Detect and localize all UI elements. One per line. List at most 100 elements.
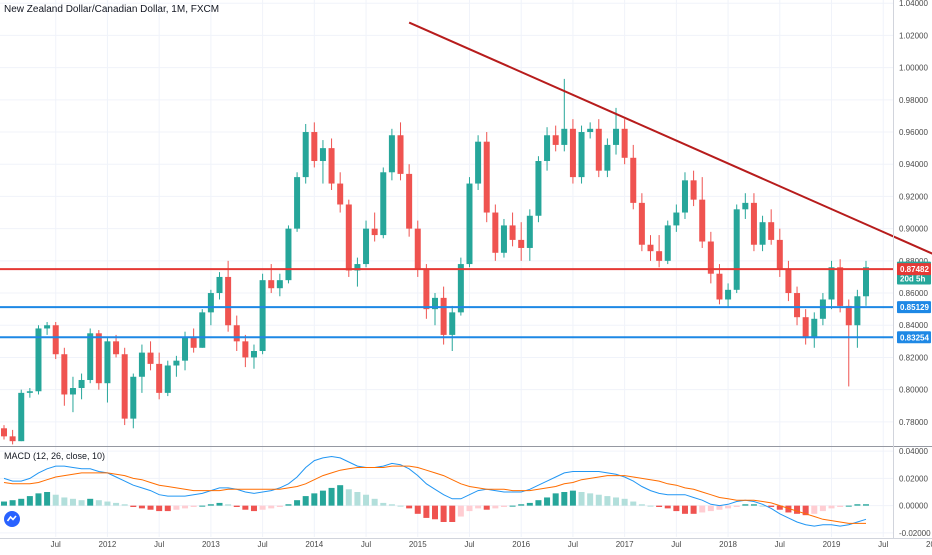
macd-label: MACD (12, 26, close, 10) <box>4 451 105 461</box>
candle-body <box>250 351 257 358</box>
price-tick-label: 0.80000 <box>899 386 928 395</box>
candle-body <box>492 212 499 253</box>
candle-body <box>457 264 464 313</box>
candle-body <box>526 215 533 248</box>
candle-body <box>475 141 482 184</box>
macd-histogram-bar <box>681 505 688 514</box>
candle-body <box>647 244 654 252</box>
macd-histogram-bar <box>18 498 25 506</box>
macd-histogram-bar <box>699 505 706 513</box>
time-tick-label: Jul <box>568 540 578 549</box>
macd-histogram-bar <box>1 501 7 506</box>
candle-body <box>432 297 438 310</box>
candle-body <box>828 267 835 300</box>
candle-body <box>673 212 680 226</box>
candle-body <box>294 177 301 229</box>
trendline[interactable] <box>408 21 932 305</box>
candle-body <box>725 289 732 300</box>
candle-body <box>233 325 240 342</box>
macd-histogram-bar <box>664 505 671 509</box>
macd-histogram-bar <box>587 493 594 506</box>
macd-histogram-bar <box>371 498 378 506</box>
macd-histogram-bar <box>319 490 326 506</box>
macd-histogram-bar <box>621 498 628 506</box>
macd-histogram-bar <box>216 502 223 506</box>
macd-histogram-bar <box>733 505 740 507</box>
macd-histogram-bar <box>69 498 76 506</box>
candle-body <box>552 135 559 145</box>
macd-histogram-bar <box>561 492 568 506</box>
macd-histogram-bar <box>552 493 559 506</box>
candle-body <box>500 225 507 253</box>
candle-body <box>561 128 568 145</box>
macd-histogram-bar <box>182 505 189 509</box>
macd-histogram-bar <box>544 497 551 506</box>
macd-axis[interactable]: 0.04000 0.02000 0.00000 -0.02000 <box>899 447 931 538</box>
macd-histogram-bar <box>750 504 757 506</box>
macd-histogram-bar <box>233 505 240 507</box>
candle-body <box>225 276 232 326</box>
tradingview-logo-icon[interactable] <box>4 511 20 527</box>
macd-histogram-bar <box>44 492 51 506</box>
price-tick-label: 1.04000 <box>899 0 928 8</box>
candle-body <box>785 268 792 294</box>
macd-histogram-bar <box>147 505 154 510</box>
candle-body <box>613 128 620 145</box>
candle-body <box>794 293 801 318</box>
macd-histogram-bar <box>61 497 68 506</box>
main-pane-bg <box>0 0 893 446</box>
time-tick-label: Jul <box>671 540 681 549</box>
price-axis[interactable]: 1.04000 1.02000 1.00000 0.98000 0.96000 0.940… <box>899 0 928 427</box>
level-tag-bg <box>897 301 931 314</box>
candle-body <box>35 328 42 392</box>
price-tick-label: 1.02000 <box>899 31 928 40</box>
candle-body <box>759 222 766 245</box>
price-tick-label: 1.00000 <box>899 64 928 73</box>
macd-histogram-bar <box>509 505 516 507</box>
macd-histogram-bar <box>656 505 663 507</box>
candle-body <box>863 267 869 297</box>
candle-body <box>130 376 137 419</box>
macd-histogram-bar <box>225 504 232 506</box>
macd-histogram-bar <box>113 502 120 506</box>
candle-body <box>190 336 197 348</box>
candle-body <box>587 128 594 133</box>
price-tick-label: 0.92000 <box>899 192 928 201</box>
macd-histogram-bar <box>156 505 163 512</box>
macd-histogram-bar <box>819 505 826 512</box>
time-tick-label: 2012 <box>99 540 117 549</box>
macd-histogram-bar <box>432 505 438 520</box>
macd-histogram-bar <box>630 501 637 506</box>
macd-histogram-bar <box>811 505 818 514</box>
time-tick-label: Jul <box>361 540 371 549</box>
candle-body <box>95 333 102 384</box>
macd-histogram-bar <box>121 504 128 506</box>
macd-histogram-bar <box>268 505 275 509</box>
candle-body <box>276 280 283 289</box>
macd-histogram-bar <box>242 505 249 510</box>
price-tag-bg <box>897 272 931 285</box>
candle-body <box>819 299 826 319</box>
macd-histogram-bar <box>802 505 809 516</box>
price-tick-label: 0.96000 <box>899 128 928 137</box>
time-tick-label: Jul <box>775 540 785 549</box>
macd-histogram-bar <box>638 504 645 506</box>
candle-body <box>854 296 861 326</box>
macd-histogram-bar <box>302 496 309 506</box>
candle-body <box>595 128 602 171</box>
macd-histogram-bar <box>276 505 283 507</box>
macd-histogram-bar <box>423 505 430 518</box>
candle-body <box>26 391 33 393</box>
macd-histogram-bar <box>104 501 111 506</box>
horizontal-levels[interactable] <box>0 268 893 339</box>
macd-histogram-bar <box>259 505 266 510</box>
macd-tick-label: 0.02000 <box>899 474 928 483</box>
macd-histogram-bar <box>164 505 171 512</box>
time-tick-label: Jul <box>257 540 267 549</box>
macd-histogram-bar <box>328 487 335 506</box>
macd-tick-label: 0.00000 <box>899 502 928 511</box>
price-tick-label: 0.86000 <box>899 289 928 298</box>
time-axis[interactable]: Jul 2012 Jul 2013 Jul 2014 Jul 2015 Jul 2016 Jul 20… <box>51 540 932 549</box>
